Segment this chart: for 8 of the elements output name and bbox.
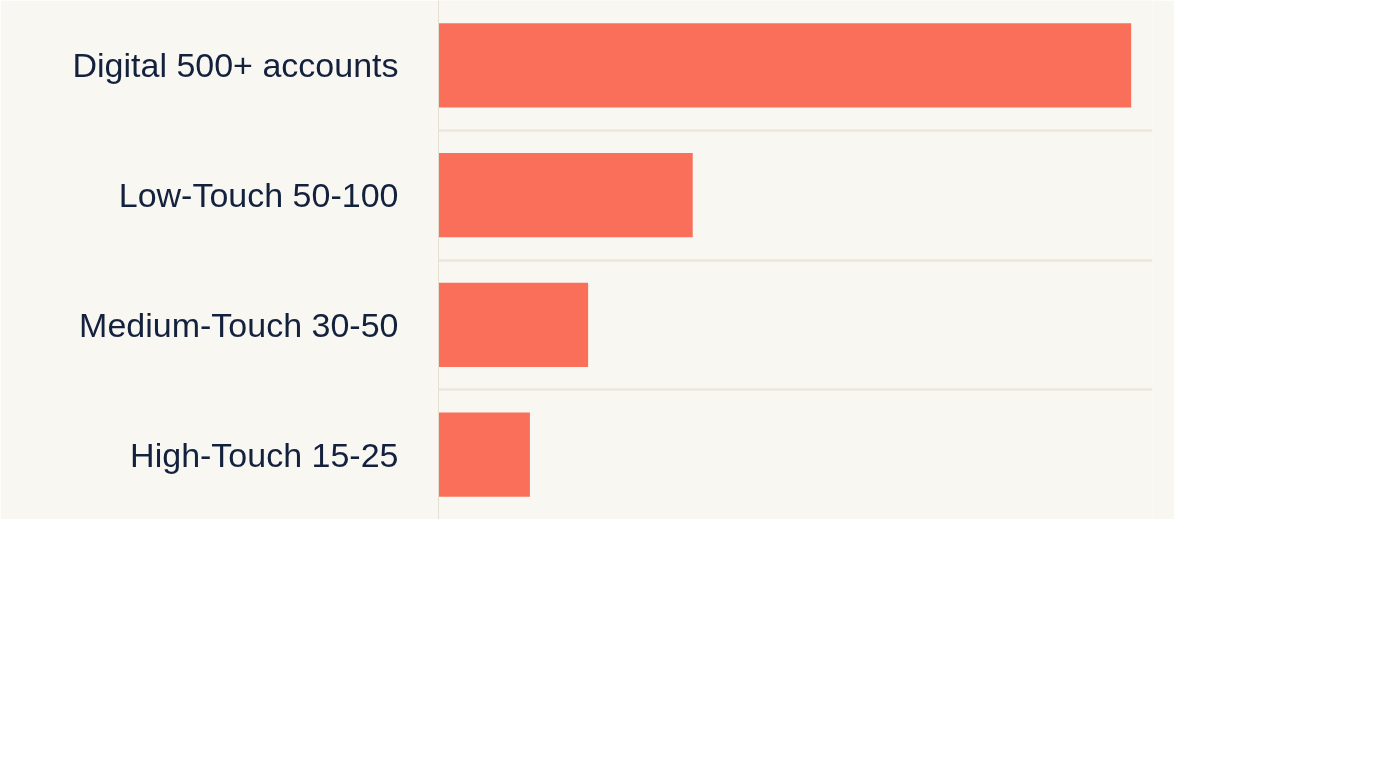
bar <box>438 282 589 368</box>
y-tick-label: Digital 500+ accounts <box>72 46 399 85</box>
y-tick-label: Medium-Touch 30-50 <box>79 305 399 344</box>
bar <box>438 23 1132 108</box>
y-tick-label: High-Touch 15-25 <box>130 435 399 474</box>
y-tick-label: Low-Touch 50-100 <box>118 176 399 215</box>
bar <box>438 412 530 497</box>
bar <box>438 152 693 238</box>
